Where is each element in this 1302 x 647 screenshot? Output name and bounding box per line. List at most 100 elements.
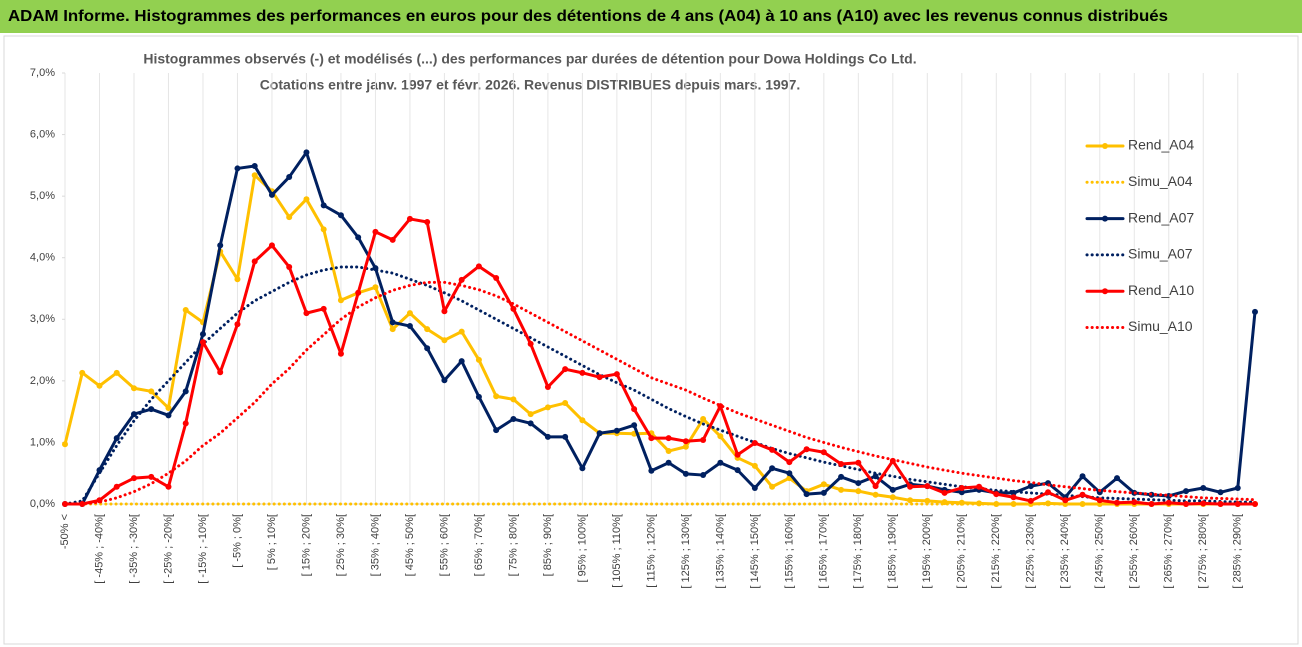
data-point xyxy=(199,339,206,346)
legend-label: Rend_A07 xyxy=(1128,209,1194,225)
data-point xyxy=(389,236,396,243)
data-point xyxy=(1045,489,1052,496)
legend-marker xyxy=(1102,143,1108,149)
data-point xyxy=(631,406,638,413)
data-point xyxy=(148,406,155,413)
x-tick-label: [ 205% ; 210%[ xyxy=(956,514,968,589)
data-point xyxy=(562,366,569,373)
data-point xyxy=(1183,501,1190,507)
data-point xyxy=(234,165,241,172)
data-point xyxy=(1096,497,1103,504)
data-point xyxy=(217,242,224,249)
data-point xyxy=(1062,497,1069,504)
banner xyxy=(0,0,1302,33)
data-point xyxy=(579,465,586,472)
data-point xyxy=(493,393,500,400)
x-tick-label: [ 125% ; 130%[ xyxy=(680,514,692,589)
data-point xyxy=(838,486,845,493)
y-tick-label: 5,0% xyxy=(30,190,55,202)
data-point xyxy=(889,486,896,493)
data-point xyxy=(1010,494,1017,501)
data-point xyxy=(872,473,879,480)
data-point xyxy=(596,430,603,437)
x-tick-label: [ 105% ; 110%[ xyxy=(611,514,623,588)
legend-label: Rend_A10 xyxy=(1128,282,1194,298)
data-point xyxy=(199,331,206,338)
data-point xyxy=(251,162,258,169)
data-point xyxy=(527,420,534,427)
data-point xyxy=(665,459,672,466)
data-point xyxy=(1165,499,1172,506)
data-point xyxy=(424,219,431,226)
data-point xyxy=(303,310,310,317)
data-point xyxy=(1200,484,1207,491)
data-point xyxy=(268,242,275,249)
x-tick-label: [ 55% ; 60%[ xyxy=(438,514,450,576)
data-point xyxy=(1079,501,1086,507)
data-point xyxy=(441,377,448,384)
data-point xyxy=(1234,484,1241,491)
legend-label: Rend_A04 xyxy=(1128,137,1194,153)
data-point xyxy=(355,289,362,296)
data-point xyxy=(182,388,189,395)
data-point xyxy=(1183,488,1190,495)
x-tick-label: [ -15% ; -10%[ xyxy=(197,514,209,584)
x-tick-label: [ 245% ; 250%[ xyxy=(1094,514,1106,589)
data-point xyxy=(475,263,482,270)
x-tick-label: [ 285% ; 290%[ xyxy=(1232,514,1244,589)
data-point xyxy=(993,491,1000,498)
data-point xyxy=(165,412,172,419)
data-point xyxy=(303,149,310,156)
data-point xyxy=(268,191,275,198)
banner-title: ADAM Informe. Histogrammes des performan… xyxy=(8,8,1168,25)
x-tick-label: [ 215% ; 220%[ xyxy=(990,514,1002,589)
model-line xyxy=(63,280,1257,506)
data-point xyxy=(62,441,68,448)
data-point xyxy=(458,358,465,365)
data-point xyxy=(855,488,862,495)
data-point xyxy=(786,459,793,466)
data-point xyxy=(372,284,379,291)
x-tick-label: [ 35% ; 40%[ xyxy=(369,514,381,576)
data-point xyxy=(544,433,551,440)
data-point xyxy=(665,448,672,455)
data-point xyxy=(96,382,103,389)
data-point xyxy=(406,215,413,222)
legend-label: Simu_A04 xyxy=(1128,173,1193,189)
data-point xyxy=(1079,491,1086,498)
data-point xyxy=(130,475,137,482)
data-point xyxy=(337,350,344,357)
data-point xyxy=(820,449,827,456)
legend: Rend_A04 Simu_A04 Rend_A07 Simu_A07 Rend_A10… xyxy=(1085,137,1194,334)
data-point xyxy=(872,491,879,498)
data-point xyxy=(665,435,672,442)
data-point xyxy=(493,275,500,282)
y-tick-label: 1,0% xyxy=(30,436,55,448)
y-tick-label: 7,0% xyxy=(30,67,55,79)
data-point xyxy=(475,356,482,363)
data-point xyxy=(993,501,1000,507)
data-point xyxy=(337,212,344,219)
data-point xyxy=(682,470,689,477)
y-tick-label: 2,0% xyxy=(30,375,55,387)
data-point xyxy=(544,404,551,411)
data-point xyxy=(562,433,569,440)
data-point xyxy=(1217,489,1224,496)
data-point xyxy=(907,483,914,490)
data-point xyxy=(958,489,965,496)
x-tick-label: [ 145% ; 150%[ xyxy=(749,514,761,589)
chart-subtitle: Histogrammes observés (-) et modélisés (… xyxy=(143,51,916,67)
x-tick-label: -50% < xyxy=(59,514,71,549)
data-point xyxy=(372,228,379,235)
data-point xyxy=(234,276,241,283)
data-point xyxy=(613,427,620,434)
chart-border xyxy=(3,35,1299,645)
data-point xyxy=(700,416,707,423)
x-tick-label: [ -35% ; -30%[ xyxy=(128,514,140,584)
data-point xyxy=(820,481,827,488)
data-point xyxy=(1252,501,1258,507)
data-point xyxy=(1200,500,1207,507)
data-point xyxy=(441,308,448,315)
data-point xyxy=(389,326,396,333)
data-point xyxy=(113,435,120,442)
